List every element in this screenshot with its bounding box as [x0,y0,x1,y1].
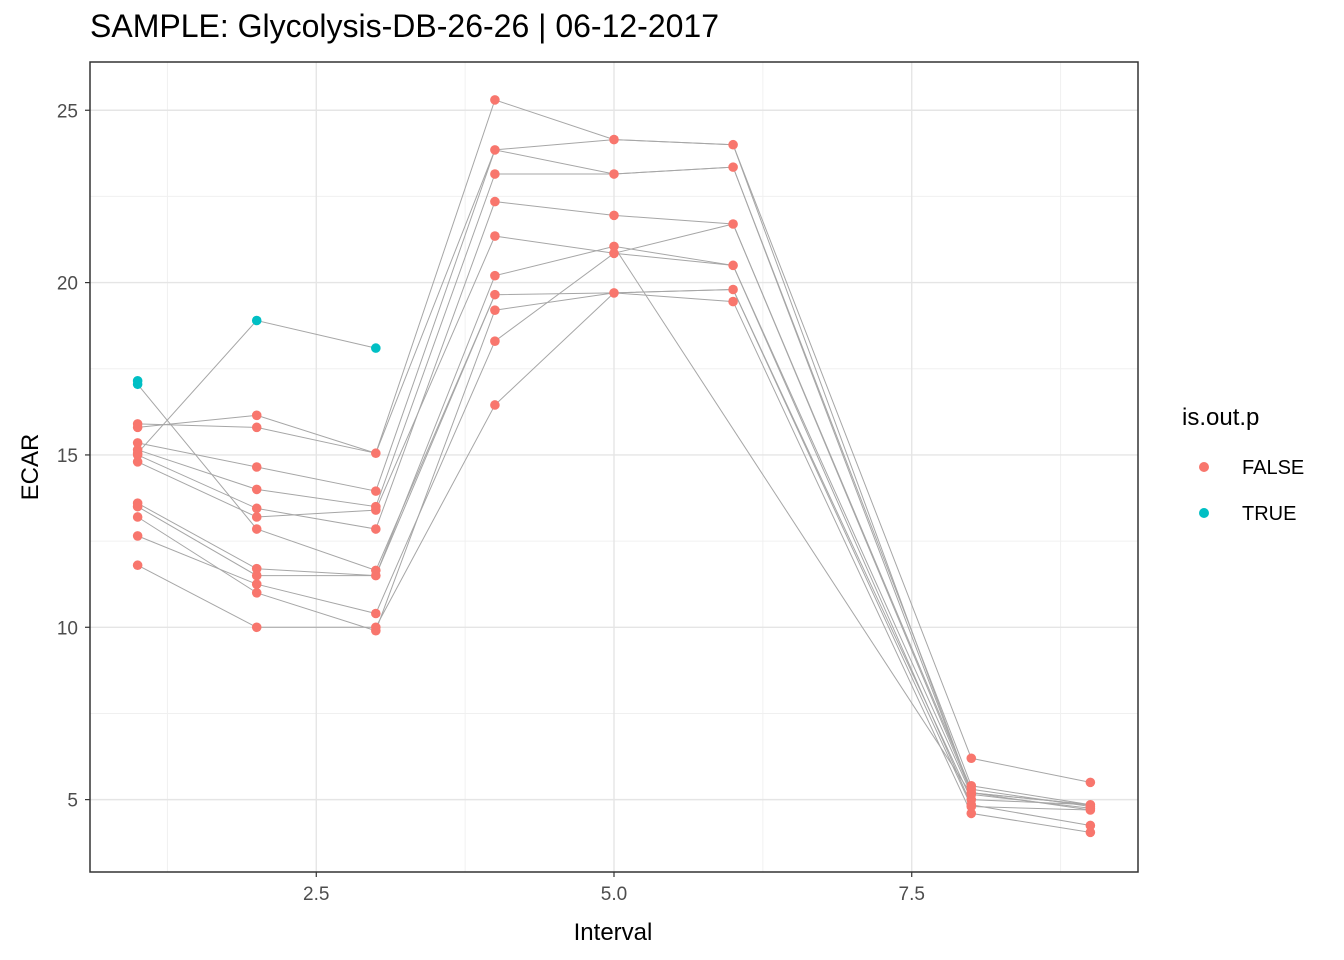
y-axis: 5 10 15 20 25 [57,101,90,812]
data-point-false [490,95,500,105]
data-point-false [371,565,381,576]
data-point-false [251,579,262,589]
data-points [132,95,1096,838]
data-point-false [132,560,143,571]
data-point-false [132,457,143,467]
data-point-false [490,289,500,300]
data-point-false [251,410,262,421]
data-point-false [132,512,143,522]
x-tick-label: 2.5 [303,884,329,905]
data-point-false [728,219,738,229]
data-point-false [966,801,977,812]
legend: is.out.p FALSE TRUE [1182,404,1304,525]
legend-label-false: FALSE [1242,457,1304,479]
data-point-false [132,438,143,448]
data-point-false [728,260,738,271]
data-point-false [1085,827,1096,838]
data-point-false [251,422,262,433]
data-point-false [1085,777,1096,788]
data-point-false [251,524,262,534]
data-point-false [371,524,381,534]
data-point-false [251,570,262,581]
series-lines [137,99,1091,833]
data-point-false [251,622,262,633]
series-line [137,166,1091,806]
series-line [137,292,1091,833]
chart-title: SAMPLE: Glycolysis-DB-26-26 | 06-12-2017 [90,8,720,44]
series-line [137,245,1091,809]
data-point-false [966,753,977,764]
y-tick-label: 20 [57,274,78,295]
data-point-false [132,419,143,429]
data-point-false [609,248,619,259]
data-point-false [490,270,500,281]
data-point-false [966,781,977,791]
data-point-false [728,139,738,150]
data-point-false [1085,820,1096,831]
series-line [137,149,1091,806]
data-point-false [490,336,500,346]
data-point-false [251,512,262,522]
data-point-false [609,134,619,145]
data-point-false [609,288,619,298]
y-axis-title: ECAR [17,434,44,501]
data-point-false [371,448,381,459]
x-axis: 2.5 5.0 7.5 [303,872,925,905]
data-point-false [966,808,977,819]
data-point-true [251,315,262,326]
data-point-false [609,210,619,221]
data-point-false [490,169,500,179]
y-tick-label: 10 [57,618,78,639]
series-line [137,294,496,572]
data-point-false [132,498,143,508]
data-point-false [371,625,381,636]
series-line [137,99,1091,783]
data-point-false [490,145,500,155]
x-tick-label: 5.0 [601,884,627,905]
data-point-false [132,531,143,541]
data-point-false [490,196,500,207]
legend-key-false [1199,462,1209,472]
data-point-false [371,486,381,496]
data-point-false [728,162,738,172]
data-point-false [251,563,262,574]
legend-label-true: TRUE [1242,503,1296,525]
data-point-false [1085,801,1096,812]
x-tick-label: 7.5 [899,884,925,905]
y-tick-label: 25 [57,101,78,122]
series-line [137,139,1091,806]
data-point-false [251,462,262,472]
legend-title: is.out.p [1182,404,1259,431]
data-point-false [251,503,262,514]
data-point-false [490,400,500,410]
data-point-false [609,241,619,252]
data-point-false [490,305,500,315]
series-line [137,288,1091,811]
series-line [613,246,972,795]
data-point-false [490,231,500,241]
series-line [137,288,1091,806]
data-point-false [251,484,262,495]
y-tick-label: 15 [57,446,78,467]
data-point-false [609,169,619,179]
series-line [137,201,1091,807]
data-point-false [251,588,262,598]
data-point-true [371,343,381,353]
y-tick-label: 5 [67,791,78,812]
data-point-false [371,501,381,512]
legend-key-true [1199,508,1209,518]
data-point-false [728,284,738,295]
series-line [137,223,1091,811]
data-point-true [132,376,143,386]
data-point-false [371,608,381,619]
x-axis-title: Interval [574,919,653,946]
data-point-false [132,448,143,459]
data-point-false [728,296,738,307]
